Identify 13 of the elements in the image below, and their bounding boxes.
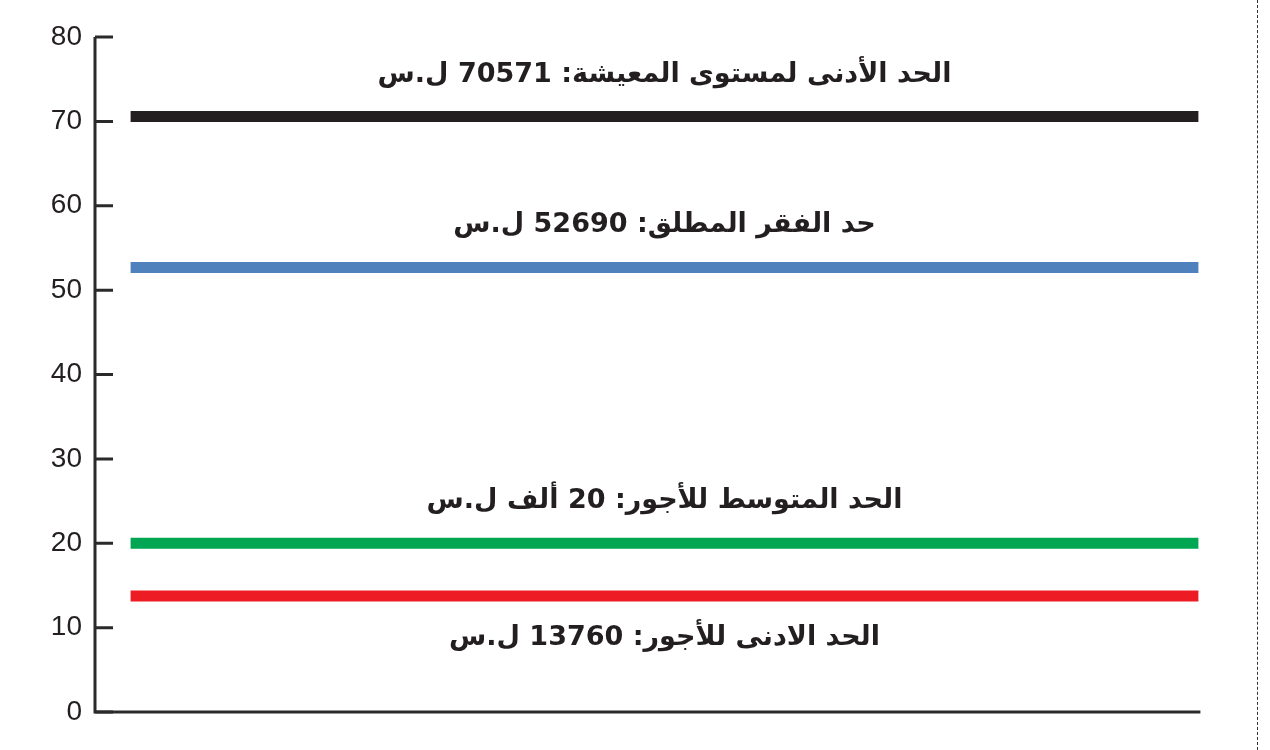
y-tick-label: 80 <box>50 19 82 51</box>
y-tick-label: 60 <box>50 188 82 220</box>
y-tick-label: 40 <box>50 357 82 389</box>
series-label: الحد المتوسط للأجور: 20 ألف ل.س <box>426 481 903 516</box>
series-label: حد الفقر المطلق: 52690 ل.س <box>453 207 876 240</box>
y-tick-label: 0 <box>66 694 82 726</box>
series-label: الحد الادنى للأجور: 13760 ل.س <box>449 618 880 652</box>
series-label: الحد الأدنى لمستوى المعيشة: 70571 ل.س <box>377 55 952 89</box>
y-tick-label: 70 <box>50 104 82 136</box>
y-tick-label: 20 <box>50 525 82 557</box>
y-tick-label: 30 <box>50 441 82 473</box>
y-tick-label: 50 <box>50 272 82 304</box>
y-tick-label: 10 <box>50 610 82 642</box>
